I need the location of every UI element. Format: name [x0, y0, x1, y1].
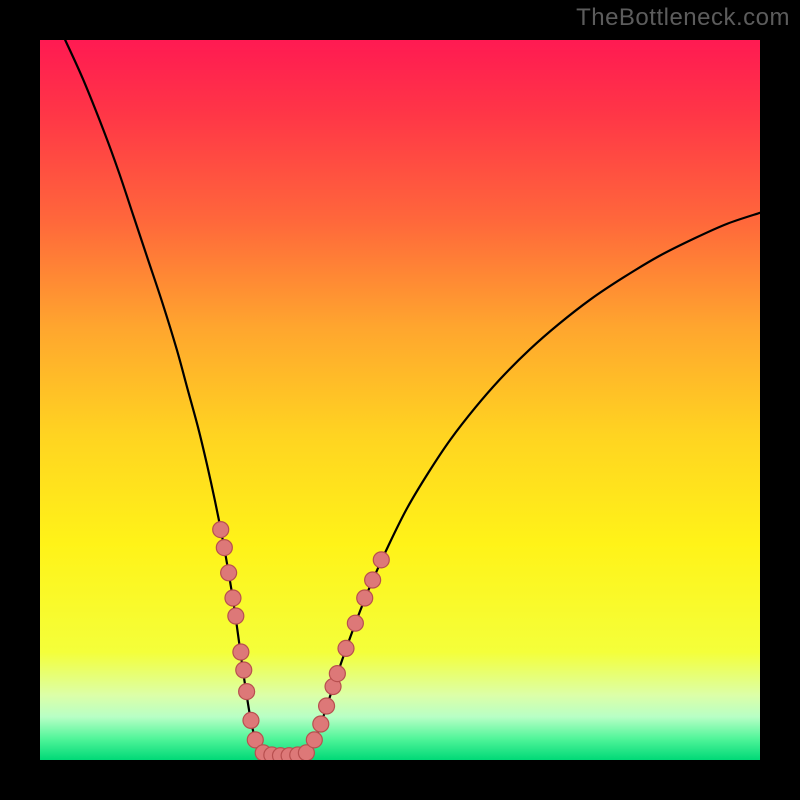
- marker-point: [233, 644, 249, 660]
- marker-point: [357, 590, 373, 606]
- marker-point: [365, 572, 381, 588]
- marker-point: [306, 732, 322, 748]
- chart-root: TheBottleneck.com: [0, 0, 800, 800]
- marker-point: [373, 552, 389, 568]
- marker-point: [313, 716, 329, 732]
- marker-point: [347, 615, 363, 631]
- marker-point: [213, 522, 229, 538]
- marker-point: [221, 565, 237, 581]
- marker-point: [225, 590, 241, 606]
- bottleneck-chart: [40, 40, 760, 760]
- marker-point: [243, 712, 259, 728]
- marker-point: [228, 608, 244, 624]
- marker-point: [216, 540, 232, 556]
- marker-point: [329, 666, 345, 682]
- chart-background: [40, 40, 760, 760]
- marker-point: [319, 698, 335, 714]
- marker-point: [338, 640, 354, 656]
- marker-point: [239, 684, 255, 700]
- watermark-text: TheBottleneck.com: [576, 4, 790, 32]
- marker-point: [236, 662, 252, 678]
